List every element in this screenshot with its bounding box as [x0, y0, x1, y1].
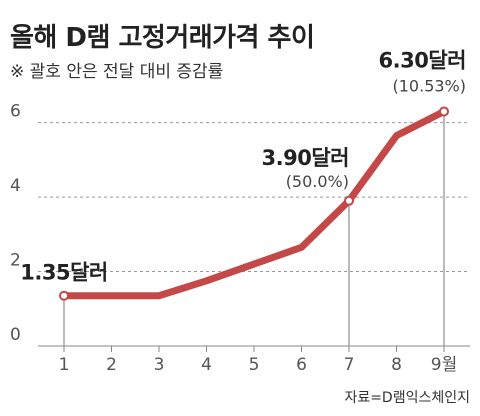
y-tick-label: 4	[10, 176, 21, 196]
x-tick-label: 6	[296, 355, 307, 375]
y-tick-label: 2	[10, 251, 21, 271]
x-tick-label: 7	[344, 355, 355, 375]
x-tick-label: 1	[59, 355, 70, 375]
chart-title: 올해 D램 고정거래가격 추이	[10, 23, 314, 53]
series-line	[60, 107, 448, 300]
data-label-change: (10.53%)	[393, 76, 467, 95]
source-note: 자료=D램익스체인지	[344, 390, 470, 406]
x-tick-label: 8	[391, 355, 402, 375]
annotation-layer: 1.35달러 3.90달러 (50.0%) 6.30달러 (10.53%)	[20, 48, 466, 284]
series-layer	[59, 106, 449, 301]
data-point-marker	[59, 290, 69, 301]
data-point-marker	[439, 106, 449, 117]
x-tick-label: 2	[106, 355, 117, 375]
data-point-marker	[344, 195, 354, 206]
data-label: 3.90달러	[262, 146, 349, 170]
x-tick-label: 9월	[431, 355, 457, 375]
data-label: 6.30달러	[379, 48, 466, 72]
axis-layer: 0 2 4 6 1 2 3 4 5 6 7 8 9월	[10, 102, 470, 375]
chart-subtitle: ※ 괄호 안은 전달 대비 증감률	[10, 62, 223, 82]
data-label: 1.35달러	[20, 261, 107, 285]
data-label-change: (50.0%)	[286, 172, 349, 191]
x-tick-label: 4	[201, 355, 212, 375]
x-tick-label: 5	[249, 355, 260, 375]
grid-layer	[38, 111, 470, 346]
y-tick-label: 6	[10, 102, 21, 122]
x-tick-label: 3	[154, 355, 165, 375]
y-tick-label: 0	[10, 325, 21, 345]
